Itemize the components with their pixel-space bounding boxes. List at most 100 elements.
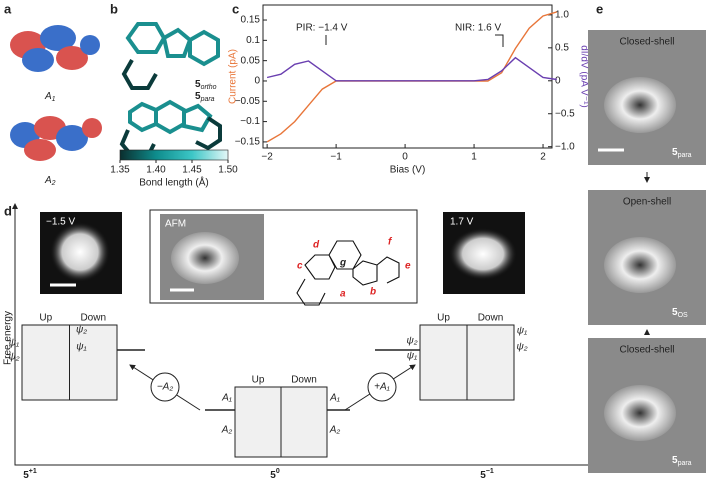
y-tick-label: 0.1 bbox=[246, 35, 260, 46]
state-label: 5−1 bbox=[480, 468, 494, 481]
x-tick-label: −1 bbox=[330, 152, 342, 163]
level-label: A₁ bbox=[329, 393, 340, 404]
y-tick-label: −0.15 bbox=[235, 137, 261, 148]
panel-label: c bbox=[232, 1, 239, 16]
atom-label: f bbox=[388, 237, 393, 248]
orbital-name: A bbox=[44, 175, 52, 186]
level-label: ψ₂ bbox=[8, 352, 19, 363]
colorbar-tick-label: 1.40 bbox=[146, 165, 166, 176]
x-tick-label: 1 bbox=[471, 152, 477, 163]
y2-tick-label: −1.0 bbox=[555, 141, 575, 152]
y2-tick-label: −0.5 bbox=[555, 108, 575, 119]
molecule-sub: ortho bbox=[201, 84, 217, 91]
afm-blob bbox=[604, 77, 676, 133]
image-sub: OS bbox=[678, 312, 688, 319]
image-number: 5 bbox=[672, 307, 678, 318]
molecule-ortho bbox=[121, 22, 220, 90]
image-label: 5para bbox=[672, 147, 692, 159]
transition-circle bbox=[150, 372, 180, 402]
x-tick-label: 0 bbox=[402, 152, 408, 163]
orbital-a2 bbox=[10, 116, 102, 161]
y-tick-label: 0 bbox=[254, 76, 260, 87]
stm-blob bbox=[449, 228, 517, 280]
x-tick-label: 2 bbox=[540, 152, 546, 163]
image-sub: para bbox=[678, 152, 692, 159]
orbital-sub: 1 bbox=[52, 96, 56, 103]
level-label: ψ₁ bbox=[407, 351, 417, 362]
level-label: A₂ bbox=[329, 425, 341, 436]
image-title: Open-shell bbox=[623, 197, 671, 208]
transition-circle bbox=[367, 372, 397, 402]
spin-label: Down bbox=[478, 313, 504, 324]
atom-label: e bbox=[405, 261, 411, 272]
orbital-a1 bbox=[10, 25, 100, 72]
image-label: 5para bbox=[672, 455, 692, 467]
state-number: 5 bbox=[270, 470, 276, 481]
y-axis-label: Free energy bbox=[3, 311, 14, 365]
orbital-sub: 2 bbox=[51, 180, 56, 187]
transition-label: +A₁ bbox=[374, 382, 390, 393]
image-title: Closed-shell bbox=[619, 345, 674, 356]
state-label: 50 bbox=[270, 468, 280, 481]
y2-tick-label: 1.0 bbox=[555, 10, 569, 21]
afm-blob bbox=[171, 232, 239, 284]
colorbar-tick-label: 1.45 bbox=[182, 165, 202, 176]
atom-label: d bbox=[313, 240, 320, 251]
atom-label: a bbox=[340, 289, 346, 300]
level-label: ψ₁ bbox=[9, 338, 19, 349]
image-label: 5OS bbox=[672, 307, 688, 319]
level-label: A₁ bbox=[221, 393, 232, 404]
spin-label: Down bbox=[291, 375, 317, 386]
level-label: A₂ bbox=[221, 425, 233, 436]
y-axis-label: Current (pA) bbox=[228, 49, 239, 104]
line-series bbox=[266, 56, 557, 82]
level-label: ψ₂ bbox=[516, 342, 527, 353]
atom-label: c bbox=[297, 261, 303, 272]
image-number: 5 bbox=[672, 455, 678, 466]
spin-label: Up bbox=[252, 375, 265, 386]
state-sup: +1 bbox=[29, 468, 37, 475]
level-label: ψ₁ bbox=[76, 342, 86, 353]
state-label: 5+1 bbox=[23, 468, 37, 481]
colorbar-tick-label: 1.50 bbox=[218, 165, 238, 176]
image-number: 5 bbox=[672, 147, 678, 158]
y2-axis-label: dI/dV (pA V⁻¹) bbox=[578, 45, 589, 108]
spin-label: Down bbox=[80, 313, 106, 324]
state-sup: 0 bbox=[276, 468, 280, 475]
transition-label: −A₂ bbox=[157, 382, 174, 393]
annotation: PIR: −1.4 V bbox=[296, 23, 348, 34]
annotation-line bbox=[325, 34, 504, 47]
y-tick-label: 0.15 bbox=[241, 15, 261, 26]
panel-e: Closed-shell5paraOpen-shell5OSClosed-she… bbox=[588, 30, 706, 473]
image-sub: para bbox=[678, 460, 692, 467]
chart: −2 −1 0 1 2 −0.15 −0.1 −0.05 0 0.05 0.1 0.15 −1.0 −0.… bbox=[228, 4, 589, 176]
level-label: ψ₁ bbox=[517, 326, 527, 337]
state-number: 5 bbox=[480, 470, 486, 481]
image-label: AFM bbox=[165, 219, 186, 230]
orbital-name: A bbox=[44, 91, 52, 102]
image-label: 1.7 V bbox=[450, 217, 474, 228]
molecule-para bbox=[119, 99, 222, 158]
level-label: ψ₂ bbox=[76, 325, 87, 336]
state-number: 5 bbox=[23, 470, 29, 481]
spin-label: Up bbox=[39, 313, 52, 324]
colorbar-label: Bond length (Å) bbox=[139, 176, 209, 189]
plot-frame bbox=[262, 4, 553, 149]
spin-label: Up bbox=[437, 313, 450, 324]
colorbar-bar bbox=[119, 149, 229, 161]
afm-blob bbox=[604, 237, 676, 293]
molecule-label: 5para bbox=[195, 91, 215, 103]
y-tick-label: 0.05 bbox=[241, 55, 261, 66]
afm-blob bbox=[604, 385, 676, 441]
annotation: NIR: 1.6 V bbox=[455, 23, 501, 34]
panel-label: e bbox=[596, 1, 603, 16]
molecule-number: 5 bbox=[195, 79, 201, 90]
atom-label: g bbox=[339, 258, 346, 269]
atom-label: b bbox=[370, 287, 376, 298]
y2-tick-label: 0 bbox=[555, 75, 561, 86]
molecule-number: 5 bbox=[195, 91, 201, 102]
panel-label: d bbox=[4, 203, 12, 218]
stm-blob bbox=[50, 222, 110, 282]
